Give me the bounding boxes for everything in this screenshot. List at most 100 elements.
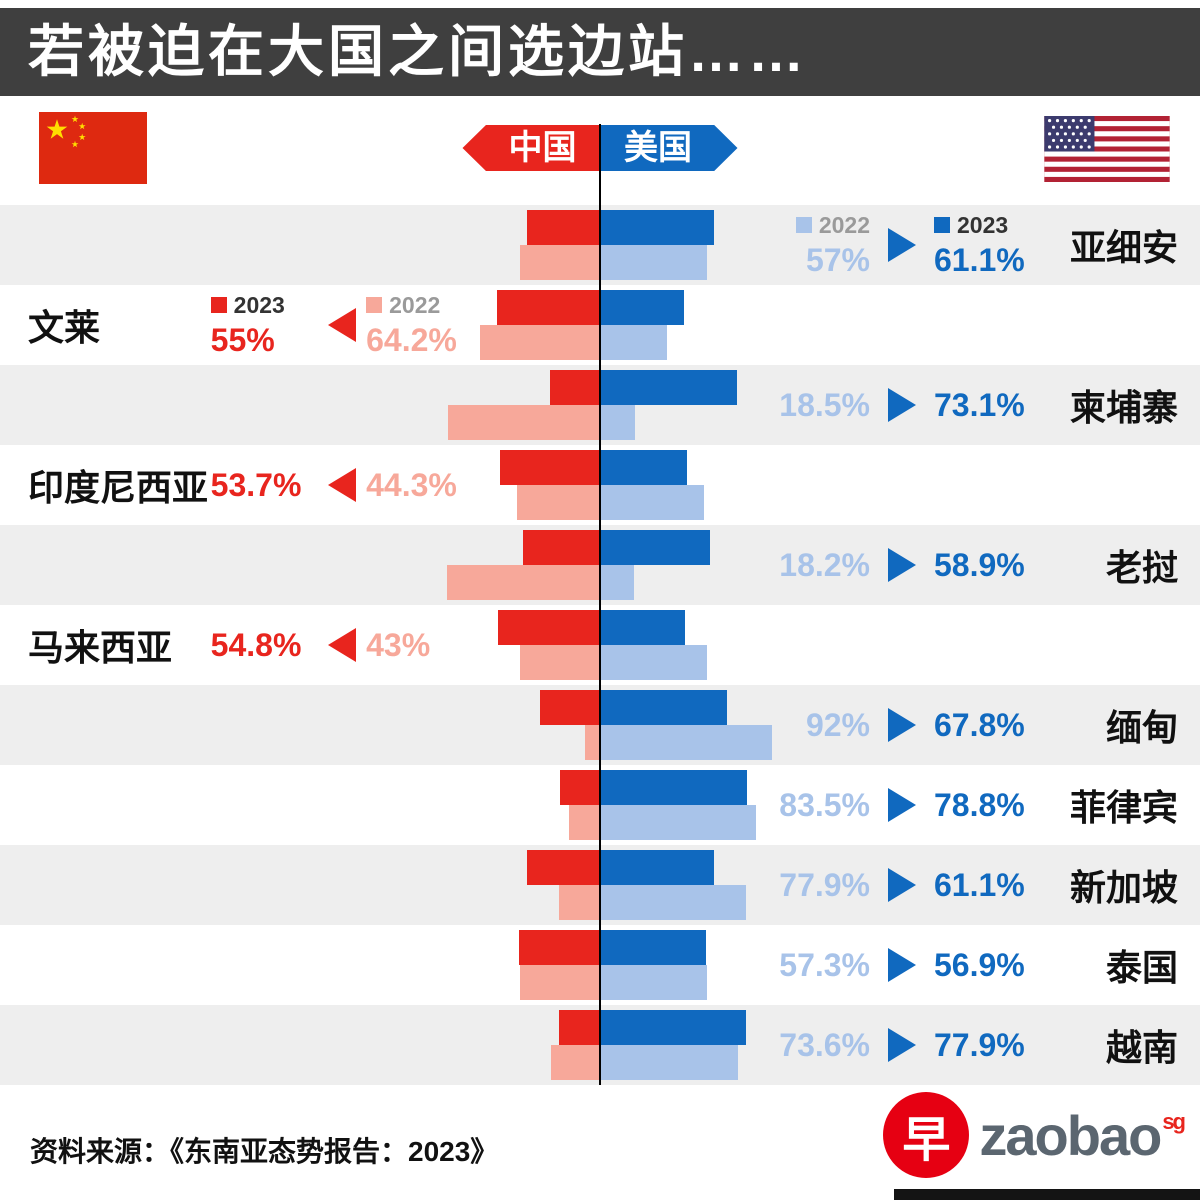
china-half-2023 [0,210,600,245]
china-half-2022 [0,885,600,920]
bar-line-2023 [0,450,1200,485]
usa-2022-bar [600,405,635,440]
value-2022: 83.5% [779,786,870,823]
usa-2023-bar [600,450,687,485]
title-bar: 若被迫在大国之间选边站…… [0,8,1200,96]
column-2022: 77.9% [762,867,870,904]
china-2023-bar [549,370,600,405]
column-2023: 61.1% [934,867,1054,904]
china-half-2022 [0,325,600,360]
country-label: 马来西亚 [28,627,173,668]
bottom-bar [894,1189,1200,1200]
usa-legend-tag: 美国 [600,125,738,171]
legend-swatch-2023-icon [210,297,227,313]
bar-line-2023 [0,610,1200,645]
bar-line-2022 [0,965,1200,1000]
column-2023: 56.9% [934,947,1054,984]
china-half-2022 [0,725,600,760]
value-2022: 57.3% [779,946,870,983]
china-legend-tag: 中国 [462,125,601,171]
bar-line-2023 [0,210,1200,245]
bar-line-2023 [0,290,1200,325]
value-labels: 83.5% 78.8% 菲律宾 [762,765,1178,845]
bar-group [0,765,1200,845]
value-labels: 92% 67.8% 缅甸 [762,685,1178,765]
bar-line-2022 [0,405,1200,440]
usa-half-2023 [600,530,1200,565]
china-2022-bar [558,885,600,920]
china-2022-bar [519,645,600,680]
bar-group [0,365,1200,445]
china-2022-bar [447,405,600,440]
bar-line-2022 [0,485,1200,520]
usa-half-2022 [600,645,1200,680]
year-label-2023: 2023 [233,291,285,318]
usa-2023-bar [600,290,685,325]
column-2023: 58.9% [934,547,1054,584]
trend-arrow-left-icon [328,308,357,342]
trend-arrow-right-icon [888,228,916,262]
value-labels: 2022 57% 2023 61.1% 亚细安 [762,205,1178,285]
china-2023-bar [499,450,600,485]
bar-group [0,285,1200,365]
country-label: 泰国 [1105,947,1178,988]
usa-half-2022 [600,565,1200,600]
usa-half-2023 [600,930,1200,965]
bar-group [0,205,1200,285]
legend-row: 中国 美国 [0,96,1200,205]
value-labels: 57.3% 56.9% 泰国 [762,925,1178,1005]
zaobao-wordmark: zaobao [979,1103,1162,1167]
country-label: 亚细安 [1069,227,1178,268]
value-labels: 77.9% 61.1% 新加坡 [762,845,1178,925]
value-2023: 77.9% [934,1026,1025,1063]
bar-line-2022 [0,1045,1200,1080]
column-2022: 18.2% [762,547,870,584]
trend-arrow-right-icon [888,388,916,422]
year-legend-2023: 2023 [934,212,1008,239]
bar-line-2023 [0,370,1200,405]
value-labels: 18.5% 73.1% 柬埔寨 [762,365,1178,445]
column-2022: 18.5% [762,387,870,424]
china-2022-bar [447,565,600,600]
china-half-2023 [0,690,600,725]
value-2023: 61.1% [934,866,1025,903]
bar-line-2022 [0,645,1200,680]
usa-2022-bar [600,245,707,280]
country-label: 文莱 [28,307,101,348]
zaobao-logo-char: 早 [902,1114,951,1167]
bar-line-2023 [0,930,1200,965]
year-label-2023: 2023 [957,211,1009,238]
value-2023: 78.8% [934,786,1025,823]
bar-line-2022 [0,885,1200,920]
usa-half-2022 [600,965,1200,1000]
value-labels: 文莱 2023 55% 2022 64.2% [28,285,498,365]
china-2023-bar [497,290,600,325]
usa-flag-icon [1044,116,1170,182]
value-2022: 57% [805,241,870,278]
value-2023: 67.8% [934,706,1025,743]
value-2023: 56.9% [934,946,1025,983]
value-2023: 55% [210,321,275,358]
china-half-2023 [0,610,600,645]
usa-half-2022 [600,405,1200,440]
value-2023: 58.9% [934,546,1025,583]
china-half-2022 [0,805,600,840]
column-2023: 54.8% [211,627,318,664]
value-2022: 18.2% [779,546,870,583]
country-label: 缅甸 [1105,707,1178,748]
zaobao-logo-text: zaobaosg [979,1103,1186,1168]
column-2023: 77.9% [934,1027,1054,1064]
usa-half-2023 [600,450,1200,485]
page-title: 若被迫在大国之间选边站…… [28,20,808,83]
usa-half-2022 [600,245,1200,280]
usa-half-2023 [600,690,1200,725]
value-2023: 53.7% [210,466,302,503]
bar-group [0,925,1200,1005]
bar-group [0,605,1200,685]
value-2023: 54.8% [210,626,302,663]
china-2023-bar [539,690,600,725]
value-labels: 印度尼西亚 53.7% 44.3% [28,445,498,525]
china-half-2023 [0,530,600,565]
usa-half-2022 [600,485,1200,520]
usa-2023-bar [600,370,737,405]
